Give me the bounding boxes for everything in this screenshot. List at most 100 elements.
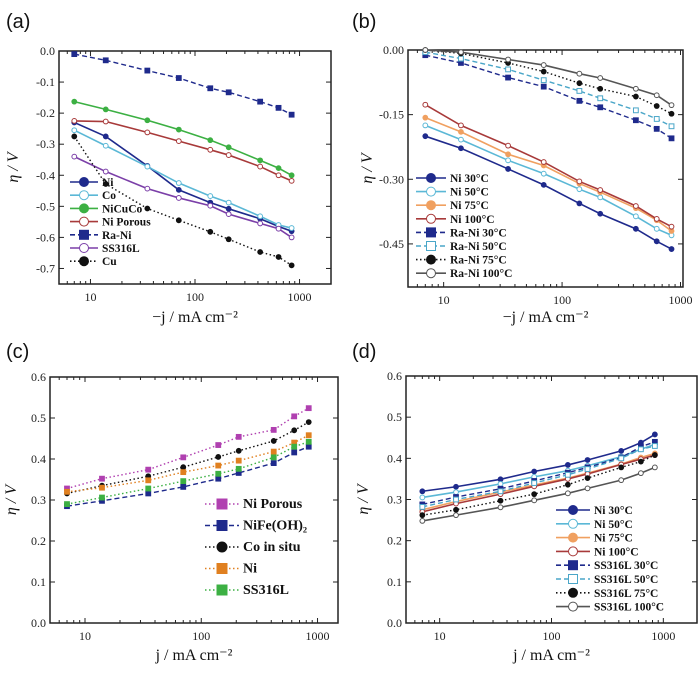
marker-circle <box>584 475 591 481</box>
legend: Ni 30°C Ni 50°C Ni 75°CNi 100°C SS316L 30°C… <box>556 505 664 614</box>
marker-circle <box>419 494 426 501</box>
marker-circle <box>505 157 511 164</box>
legend-label: Co <box>102 190 116 202</box>
legend-label: Ni 75°C <box>450 200 489 212</box>
legend-label: Ni 50°C <box>450 187 489 199</box>
marker-circle <box>225 199 232 206</box>
marker-circle <box>568 505 578 515</box>
marker-circle <box>505 151 511 158</box>
marker-circle <box>576 70 583 77</box>
marker-circle <box>257 220 264 227</box>
legend-label: Ni 30°C <box>450 173 489 185</box>
marker-circle <box>531 468 538 475</box>
y-tick-label: 0.3 <box>387 493 402 507</box>
marker-square <box>99 484 105 491</box>
marker-square <box>64 488 70 495</box>
x-tick-label: 10 <box>79 629 91 643</box>
series-ss316l-50-c <box>419 443 658 510</box>
series-line <box>425 51 672 127</box>
marker-circle <box>632 203 639 209</box>
series-ss316l-100-c <box>419 464 658 524</box>
marker-square <box>653 125 660 132</box>
marker-square <box>291 449 298 456</box>
marker-square <box>531 480 538 486</box>
marker-circle <box>426 186 436 197</box>
marker-square <box>632 117 639 124</box>
marker-circle <box>175 195 182 201</box>
marker-circle <box>597 187 604 193</box>
marker-square <box>102 57 109 64</box>
legend-label: Cu <box>102 256 117 268</box>
marker-square <box>79 229 89 240</box>
y-tick-label: 0.2 <box>387 534 402 548</box>
marker-circle <box>651 452 658 458</box>
marker-square <box>145 490 152 497</box>
marker-circle <box>225 236 232 243</box>
marker-circle <box>225 211 232 218</box>
marker-square <box>288 111 295 118</box>
x-axis-label: j / mA cm⁻² <box>155 647 233 664</box>
marker-circle <box>632 213 639 220</box>
marker-circle <box>632 225 639 232</box>
marker-circle <box>71 153 78 160</box>
marker-circle <box>576 200 583 207</box>
marker-circle <box>275 254 282 260</box>
y-tick-label: -0.15 <box>379 108 404 122</box>
marker-circle <box>540 159 547 165</box>
series-ss316l-75-c <box>419 452 658 519</box>
marker-circle <box>419 488 426 495</box>
legend: Ni Porous NiFe(OH)₂ Co in situ Ni SS316L <box>205 497 307 598</box>
marker-square <box>632 107 639 114</box>
marker-circle <box>651 431 658 438</box>
marker-square <box>207 85 214 92</box>
chart-panel-c: (c) 10 100 1000 0.0 0.1 0.2 0.3 0.4 0.5 0.6 j / mA … <box>3 341 339 664</box>
x-axis-label: −j / mA cm⁻² <box>152 309 238 326</box>
marker-circle <box>564 481 571 488</box>
marker-circle <box>653 225 660 232</box>
series-ni-30-c <box>419 431 658 495</box>
chart-panel-b: (b) 10 100 1000 0.00 -0.15 -0.30 -0.45 −j / mA c… <box>352 11 692 326</box>
marker-square <box>497 488 504 495</box>
marker-circle <box>71 118 78 124</box>
marker-square <box>668 123 675 130</box>
marker-circle <box>651 464 658 471</box>
x-tick-label: 100 <box>192 629 210 643</box>
marker-square <box>235 433 242 440</box>
marker-circle <box>505 56 511 63</box>
y-tick-label: -0.30 <box>379 172 404 186</box>
marker-circle <box>422 114 429 121</box>
x-tick-label: 1000 <box>288 290 312 304</box>
y-tick-label: -0.6 <box>36 230 55 244</box>
series-co <box>71 127 295 231</box>
marker-circle <box>79 243 89 253</box>
marker-circle <box>235 447 242 454</box>
panel-label: (a) <box>6 11 30 33</box>
y-tick-label: 0.2 <box>31 534 46 548</box>
marker-circle <box>668 102 675 109</box>
series-nicuco <box>71 98 295 179</box>
marker-circle <box>288 177 295 184</box>
plot-frame <box>58 50 332 285</box>
marker-circle <box>497 504 504 511</box>
marker-circle <box>180 464 187 471</box>
marker-circle <box>453 506 459 513</box>
marker-square <box>458 55 464 62</box>
marker-square <box>145 477 152 484</box>
marker-circle <box>497 497 504 504</box>
marker-circle <box>102 181 109 187</box>
marker-circle <box>668 223 675 230</box>
legend-label: Ni 75°C <box>594 533 633 545</box>
marker-circle <box>207 137 214 144</box>
marker-circle <box>175 138 182 144</box>
marker-circle <box>215 454 222 460</box>
marker-circle <box>79 216 89 227</box>
x-tick-label: 10 <box>84 290 96 304</box>
marker-square <box>180 454 187 461</box>
marker-square <box>180 469 187 476</box>
series-ra-ni <box>71 51 295 118</box>
marker-circle <box>288 172 295 179</box>
marker-circle <box>458 128 464 135</box>
marker-circle <box>540 181 547 188</box>
y-tick-label: 0.4 <box>31 452 46 466</box>
